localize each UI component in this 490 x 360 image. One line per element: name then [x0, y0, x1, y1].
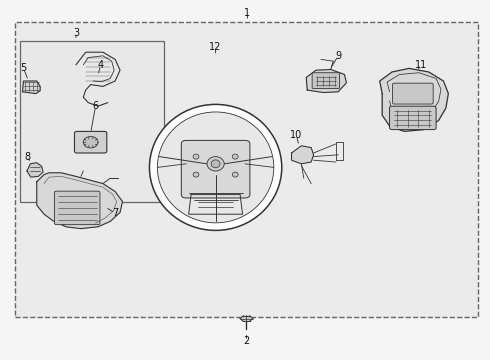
Ellipse shape: [193, 154, 199, 159]
Ellipse shape: [207, 157, 224, 171]
Ellipse shape: [83, 136, 98, 148]
Ellipse shape: [211, 160, 220, 168]
Polygon shape: [380, 68, 448, 131]
Polygon shape: [27, 163, 43, 177]
Text: 10: 10: [290, 130, 303, 140]
Text: 5: 5: [21, 63, 26, 73]
FancyBboxPatch shape: [54, 191, 100, 225]
Ellipse shape: [232, 172, 238, 177]
Text: 9: 9: [335, 51, 341, 61]
Text: 8: 8: [24, 152, 30, 162]
Text: 7: 7: [112, 208, 118, 218]
Text: 12: 12: [209, 42, 222, 52]
Polygon shape: [37, 173, 122, 229]
Ellipse shape: [240, 315, 253, 322]
Text: 6: 6: [93, 101, 98, 111]
Polygon shape: [23, 81, 40, 94]
Text: 1: 1: [245, 8, 250, 18]
FancyBboxPatch shape: [392, 83, 433, 104]
Polygon shape: [292, 146, 314, 164]
FancyBboxPatch shape: [390, 106, 436, 130]
Ellipse shape: [149, 104, 282, 230]
Ellipse shape: [157, 112, 274, 223]
FancyBboxPatch shape: [74, 131, 107, 153]
Ellipse shape: [232, 154, 238, 159]
FancyBboxPatch shape: [312, 73, 340, 89]
Polygon shape: [306, 69, 346, 93]
Bar: [20, 41, 164, 202]
Text: 4: 4: [98, 60, 103, 70]
Ellipse shape: [193, 172, 199, 177]
FancyBboxPatch shape: [181, 140, 250, 198]
Text: 3: 3: [73, 28, 79, 38]
Text: 2: 2: [244, 336, 249, 346]
Text: 11: 11: [415, 60, 427, 70]
Bar: [15, 22, 478, 317]
